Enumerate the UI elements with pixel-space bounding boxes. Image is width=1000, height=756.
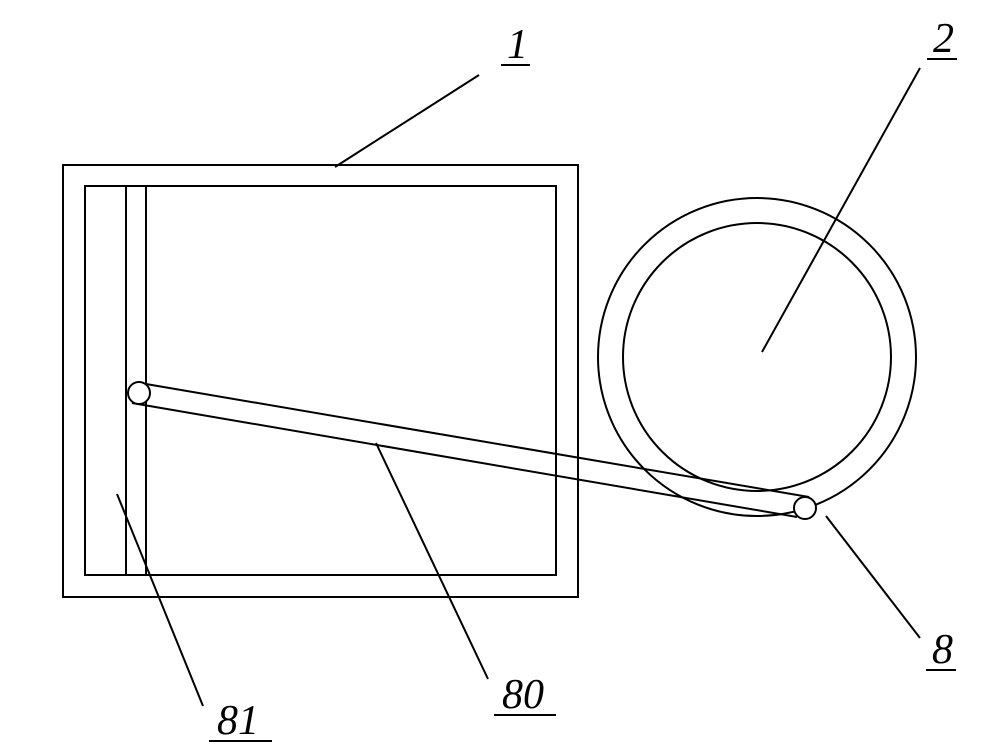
leader-8: [826, 516, 920, 638]
label-2: 2: [933, 16, 954, 62]
leader-2: [762, 68, 920, 352]
label-8: 8: [932, 627, 953, 673]
ring-inner: [623, 223, 891, 491]
outer-rect: [63, 165, 578, 597]
label-1: 1: [507, 22, 528, 68]
inner-rect: [85, 186, 556, 575]
label-81: 81: [217, 698, 259, 744]
rod-top: [146, 384, 809, 497]
leader-80: [376, 443, 488, 679]
pivot-left: [128, 382, 150, 404]
leader-81: [117, 494, 203, 706]
technical-diagram: 1 2 8 80 81: [0, 0, 1000, 756]
pivot-right: [794, 497, 816, 519]
label-80: 80: [502, 672, 544, 718]
rod-bottom: [132, 403, 797, 517]
leader-1: [335, 75, 479, 167]
